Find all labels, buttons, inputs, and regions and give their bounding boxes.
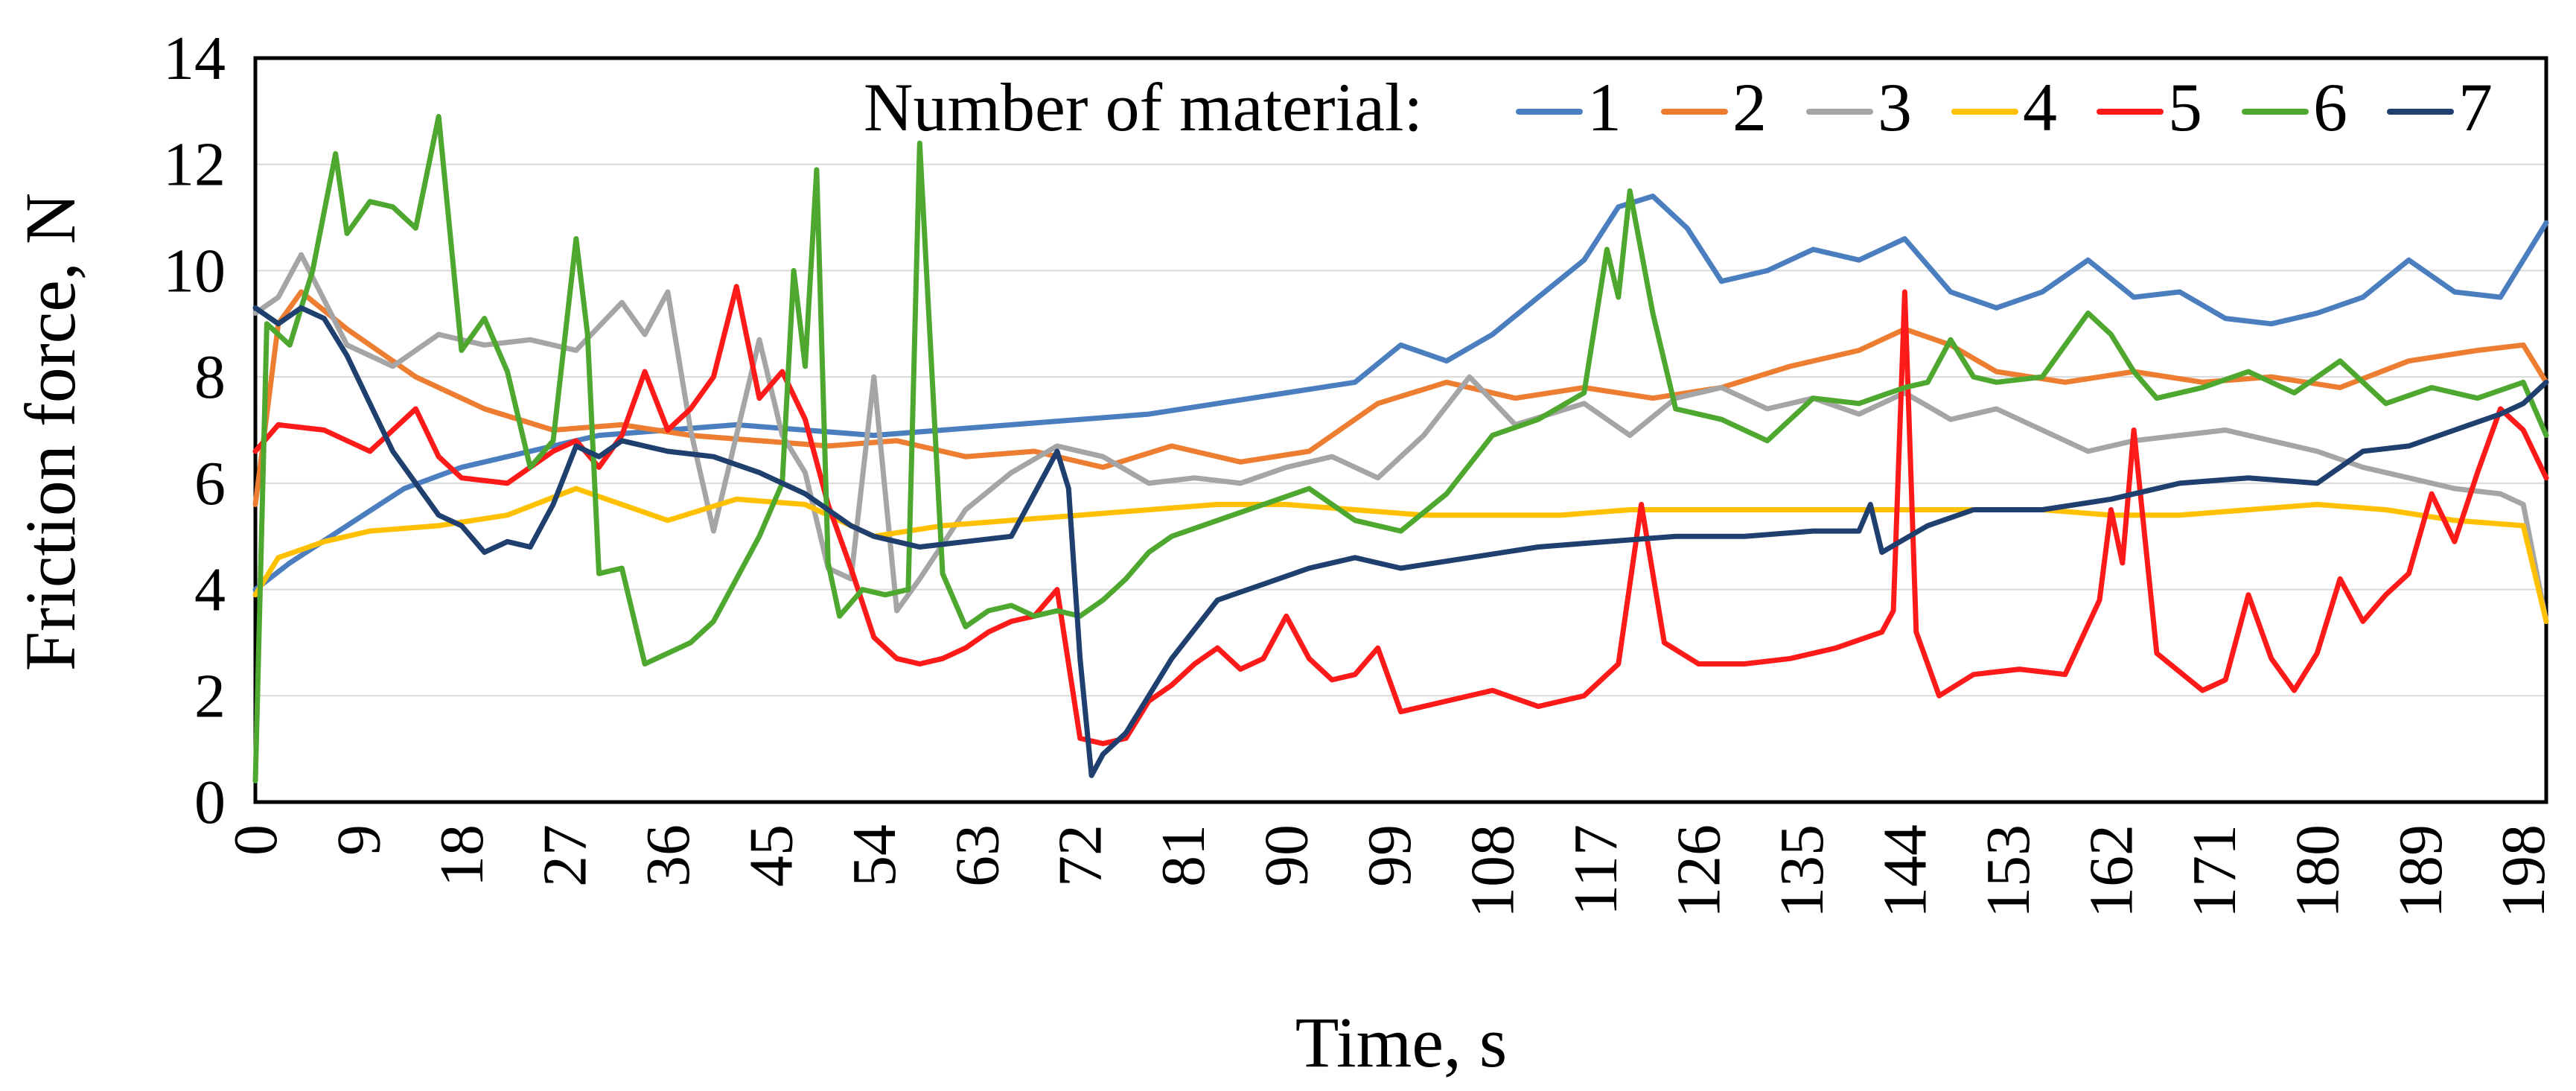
- x-tick-label: 153: [1974, 824, 2043, 918]
- x-tick-label: 108: [1458, 824, 1528, 918]
- y-tick-label: 0: [194, 768, 226, 837]
- x-tick-label: 18: [427, 824, 497, 887]
- x-tick-label: 117: [1561, 824, 1630, 916]
- legend-title: Number of material:: [864, 69, 1423, 145]
- y-tick-label: 8: [194, 343, 226, 412]
- x-tick-label: 72: [1046, 824, 1115, 887]
- series-line-4: [252, 486, 2549, 624]
- y-tick-label: 10: [163, 236, 226, 305]
- series-layer: [252, 114, 2549, 783]
- y-tick-label: 6: [194, 449, 226, 518]
- legend-label-6: 6: [2313, 69, 2347, 145]
- x-tick-label: 27: [530, 824, 599, 887]
- x-tick-label: 90: [1252, 824, 1322, 887]
- x-tick-label: 135: [1767, 824, 1837, 918]
- x-axis-ticks: 0 9 18 27 36 45 54 63 72 81 90 99 108 117 126 135 144 153…: [221, 824, 2558, 918]
- x-tick-label: 81: [1149, 824, 1218, 887]
- x-tick-label: 171: [2180, 824, 2249, 918]
- legend: Number of material: 1 2 3 4 5 6 7: [864, 69, 2493, 145]
- x-tick-label: 189: [2386, 824, 2455, 918]
- x-tick-label: 126: [1665, 824, 1734, 918]
- x-tick-label: 45: [736, 824, 806, 887]
- y-tick-label: 2: [194, 661, 226, 731]
- x-tick-label: 54: [840, 824, 909, 887]
- y-tick-label: 4: [194, 556, 226, 625]
- series-line-6: [252, 114, 2549, 783]
- gridlines: [255, 163, 2546, 697]
- x-tick-label: 63: [943, 824, 1012, 887]
- legend-label-5: 5: [2168, 69, 2202, 145]
- x-tick-label: 144: [1870, 824, 1939, 918]
- x-axis-title: Time, s: [1295, 1002, 1508, 1082]
- legend-label-7: 7: [2458, 69, 2493, 145]
- y-axis-ticks: 0 2 4 6 8 10 12 14: [163, 24, 226, 837]
- series-line-5: [252, 284, 2549, 746]
- x-tick-label: 0: [221, 824, 290, 856]
- x-tick-label: 99: [1355, 824, 1424, 887]
- legend-label-3: 3: [1878, 69, 1912, 145]
- series-line-2: [252, 289, 2549, 507]
- legend-label-1: 1: [1587, 69, 1622, 145]
- series-line-7: [252, 305, 2549, 778]
- series-line-3: [252, 252, 2549, 624]
- x-tick-label: 198: [2489, 824, 2558, 918]
- x-tick-label: 36: [634, 824, 703, 887]
- x-tick-label: 9: [324, 824, 393, 856]
- legend-label-4: 4: [2023, 69, 2057, 145]
- y-tick-label: 12: [163, 130, 226, 200]
- x-tick-label: 180: [2283, 824, 2352, 918]
- y-axis-title: Friction force, N: [10, 193, 90, 671]
- x-tick-label: 162: [2076, 824, 2146, 918]
- y-tick-label: 14: [163, 24, 226, 93]
- legend-label-2: 2: [1732, 69, 1767, 145]
